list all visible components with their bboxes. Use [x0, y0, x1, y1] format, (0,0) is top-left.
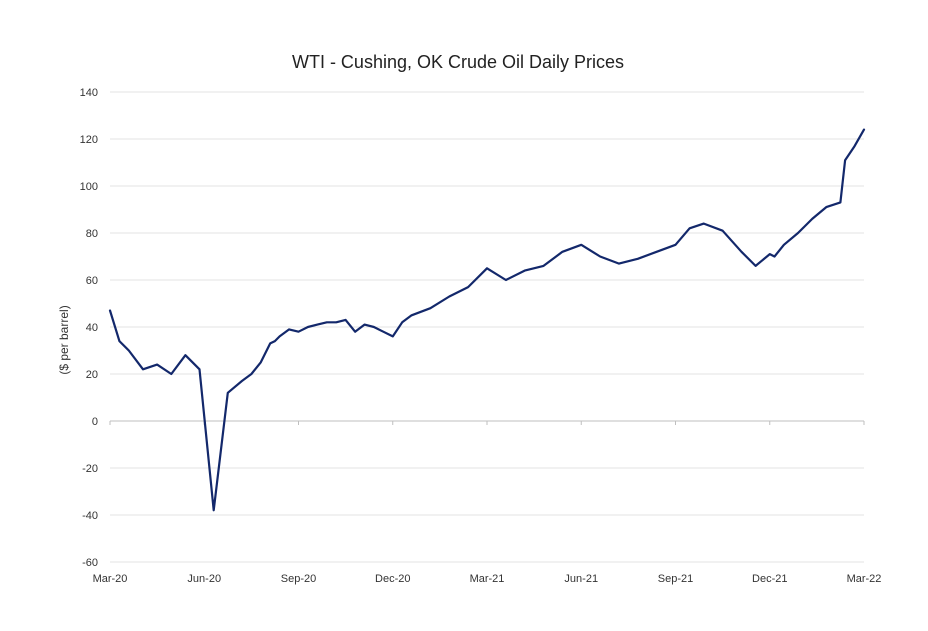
y-tick-label: 40	[86, 322, 98, 334]
y-axis-label: ($ per barrel)	[57, 305, 71, 374]
x-tick-label: Dec-20	[375, 573, 410, 585]
y-tick-label: 120	[80, 134, 98, 146]
x-tick-label: Jun-20	[187, 573, 221, 585]
y-tick-label: 140	[80, 87, 98, 99]
x-tick-labels: Mar-20 Jun-20 Sep-20 Dec-20 Mar-21 Jun-21 Sep-…	[93, 573, 882, 585]
x-tick-label: Mar-21	[470, 573, 505, 585]
y-tick-label: 60	[86, 275, 98, 287]
y-tick-label: 0	[92, 416, 98, 428]
x-tick-label: Mar-22	[847, 573, 882, 585]
y-tick-label: 80	[86, 228, 98, 240]
y-tick-label: -20	[82, 463, 98, 475]
y-tick-label: 100	[80, 181, 98, 193]
y-tick-label: -60	[82, 557, 98, 569]
series-line-0	[108, 128, 866, 512]
x-tick-label: Dec-21	[752, 573, 787, 585]
x-tick-label: Sep-21	[658, 573, 693, 585]
y-tick-label: -40	[82, 510, 98, 522]
y-tick-labels: -60 -40 -20 0 20 40 60 80 100 120 140	[80, 87, 98, 569]
y-tick-label: 20	[86, 369, 98, 381]
x-tick-label: Mar-20	[93, 573, 128, 585]
x-tick-label: Sep-20	[281, 573, 316, 585]
chart-title: WTI - Cushing, OK Crude Oil Daily Prices	[292, 52, 624, 72]
gridlines	[110, 91, 864, 563]
x-tick-label: Jun-21	[564, 573, 598, 585]
series-layer	[108, 128, 866, 512]
